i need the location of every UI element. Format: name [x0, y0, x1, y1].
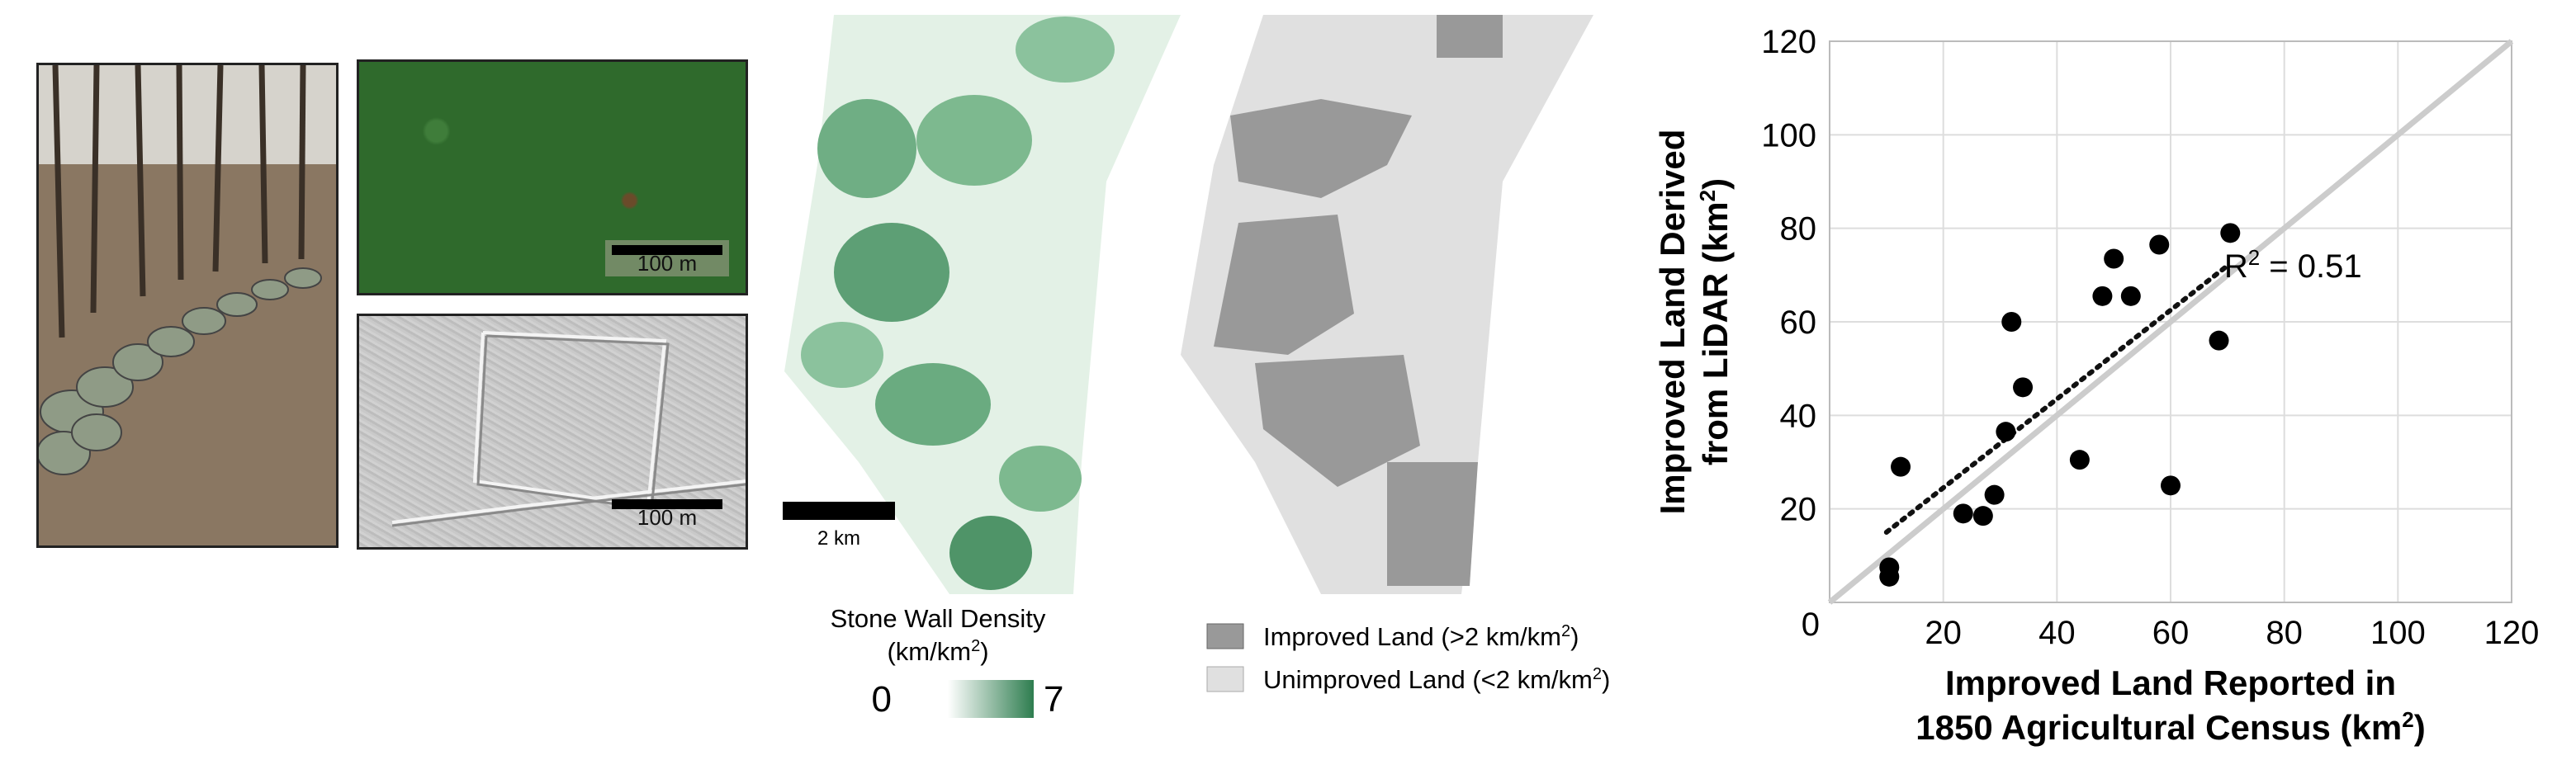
lidar-hillshade-panel: 100 m: [357, 314, 748, 550]
data-point: [1891, 456, 1911, 477]
data-point: [2149, 234, 2170, 255]
x-tick-label: 20: [1925, 615, 1962, 651]
data-point: [1984, 484, 2005, 505]
stone-wall-photo-illustration: [39, 65, 336, 545]
y-axis-label-line1: Improved Land Derived: [1653, 130, 1692, 515]
y-tick-label: 20: [1780, 492, 1817, 528]
hillshade-scale-bar: 100 m: [605, 494, 729, 531]
improved-land-map: [1181, 15, 1593, 594]
x-tick-label: 80: [2266, 615, 2303, 651]
stone-wall-photo: [36, 63, 339, 548]
orthophoto-panel: 100 m: [357, 59, 748, 295]
ortho-scale-label: 100 m: [637, 251, 698, 276]
data-point: [1953, 503, 1973, 524]
y-tick-label: 60: [1780, 305, 1817, 341]
data-point: [2120, 286, 2141, 306]
density-legend-title-line1: Stone Wall Density: [831, 604, 1046, 633]
unimproved-swatch: [1206, 666, 1244, 692]
density-legend-max: 7: [1044, 679, 1063, 720]
density-legend-min: 0: [872, 679, 892, 720]
r-squared-annotation: R2 = 0.51: [2224, 245, 2362, 285]
improved-swatch: [1206, 623, 1244, 649]
improved-land-legend: Improved Land (>2 km/km2) Unimproved Lan…: [1206, 622, 1610, 694]
y-axis-label-line2: from LiDAR (km2): [1695, 178, 1735, 465]
density-legend-title-line2: (km/km2): [887, 637, 988, 666]
y-tick-label: 40: [1780, 398, 1817, 434]
plot-frame: [1829, 40, 2512, 603]
x-axis-label-line2: 1850 Agricultural Census (km2): [1915, 707, 2425, 747]
scatter-points: [1879, 223, 2241, 587]
trend-line: [1883, 263, 2230, 535]
data-point: [2013, 377, 2034, 398]
x-tick-label: 40: [2039, 615, 2076, 651]
origin-tick-label: 0: [1802, 607, 1820, 643]
maps-svg: 2 km Stone Wall Density (km/km2) 0 7 Imp…: [783, 15, 1610, 720]
ortho-scale-bar: 100 m: [605, 240, 729, 276]
data-point: [2092, 286, 2113, 306]
x-tick-label: 120: [2484, 615, 2540, 651]
x-tick-label: 60: [2152, 615, 2190, 651]
data-point: [1879, 566, 1900, 587]
data-point: [2209, 330, 2229, 351]
data-point: [2001, 312, 2022, 332]
one-to-one-line: [1827, 39, 2514, 605]
y-tick-label: 100: [1761, 117, 1816, 153]
density-legend: Stone Wall Density (km/km2) 0 7: [831, 604, 1064, 720]
stone-wall-density-map: [784, 15, 1181, 594]
legend-improved-label: Improved Land (>2 km/km2): [1263, 622, 1579, 651]
y-tick-label: 80: [1780, 211, 1817, 248]
data-point: [2104, 248, 2124, 269]
legend-unimproved-label: Unimproved Land (<2 km/km2): [1263, 665, 1610, 694]
axis-tick-labels: 20 40 60 80 100 120 20 40 60 80 100 120: [1761, 24, 2539, 651]
data-point: [2220, 223, 2241, 243]
data-point: [1972, 506, 1993, 526]
x-tick-label: 100: [2370, 615, 2426, 651]
density-scale-label: 2 km: [817, 527, 860, 550]
data-point: [1996, 422, 2016, 442]
hillshade-scale-label: 100 m: [637, 505, 698, 530]
x-axis-label-line1: Improved Land Reported in: [1945, 663, 2396, 702]
scatter-chart: 20 40 60 80 100 120 20 40 60 80 100 120 0 R2 = 0.51…: [1653, 24, 2539, 747]
y-tick-label: 120: [1761, 24, 1816, 60]
density-scale-bar: 2 km: [783, 502, 895, 550]
density-color-ramp: [948, 680, 1034, 718]
data-point: [2069, 450, 2090, 470]
data-point: [2161, 475, 2181, 496]
